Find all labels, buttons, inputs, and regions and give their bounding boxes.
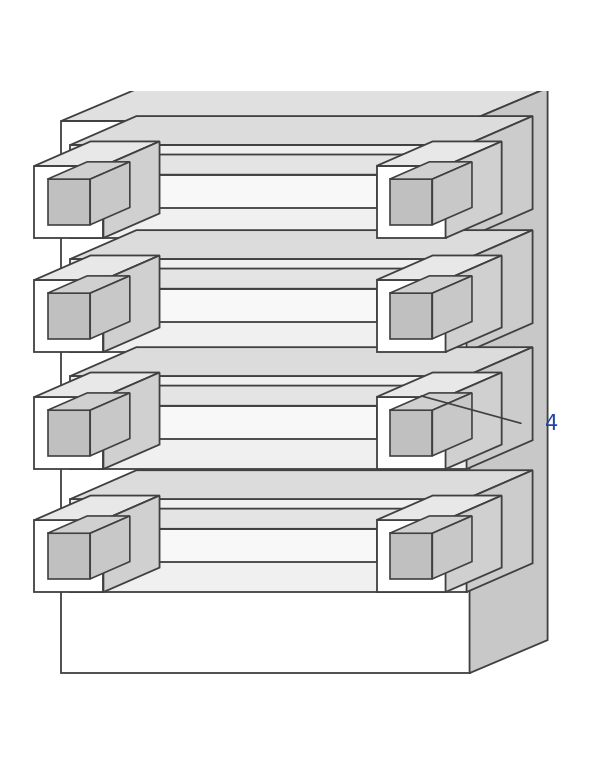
Polygon shape xyxy=(48,516,130,533)
Polygon shape xyxy=(390,533,432,579)
Polygon shape xyxy=(90,162,130,224)
Polygon shape xyxy=(104,155,423,174)
Polygon shape xyxy=(376,496,502,520)
Polygon shape xyxy=(62,121,470,673)
Polygon shape xyxy=(390,411,432,456)
Polygon shape xyxy=(390,293,432,339)
Polygon shape xyxy=(432,516,472,579)
Polygon shape xyxy=(470,88,548,673)
Polygon shape xyxy=(34,520,104,592)
Text: 4: 4 xyxy=(545,414,558,434)
Polygon shape xyxy=(90,393,130,456)
Polygon shape xyxy=(48,162,130,179)
Polygon shape xyxy=(71,347,532,376)
Polygon shape xyxy=(467,347,532,469)
Polygon shape xyxy=(104,268,423,289)
Polygon shape xyxy=(34,166,104,238)
Polygon shape xyxy=(90,516,130,579)
Polygon shape xyxy=(104,529,376,562)
Polygon shape xyxy=(376,142,502,166)
Polygon shape xyxy=(48,411,90,456)
Polygon shape xyxy=(104,496,160,592)
Polygon shape xyxy=(467,470,532,592)
Polygon shape xyxy=(104,174,376,208)
Polygon shape xyxy=(376,520,446,592)
Polygon shape xyxy=(376,372,502,397)
Polygon shape xyxy=(104,406,376,439)
Polygon shape xyxy=(71,116,532,145)
Polygon shape xyxy=(376,256,502,280)
Polygon shape xyxy=(390,516,472,533)
Polygon shape xyxy=(48,293,90,339)
Polygon shape xyxy=(432,276,472,339)
Polygon shape xyxy=(104,256,160,352)
Polygon shape xyxy=(376,397,446,469)
Polygon shape xyxy=(34,496,160,520)
Polygon shape xyxy=(104,289,376,322)
Polygon shape xyxy=(432,162,472,224)
Polygon shape xyxy=(48,533,90,579)
Polygon shape xyxy=(71,259,467,352)
Polygon shape xyxy=(48,276,130,293)
Polygon shape xyxy=(90,276,130,339)
Polygon shape xyxy=(104,386,423,406)
Polygon shape xyxy=(446,372,502,469)
Polygon shape xyxy=(34,142,160,166)
Polygon shape xyxy=(467,230,532,352)
Polygon shape xyxy=(390,179,432,224)
Polygon shape xyxy=(104,142,160,238)
Polygon shape xyxy=(376,280,446,352)
Polygon shape xyxy=(34,280,104,352)
Polygon shape xyxy=(390,162,472,179)
Polygon shape xyxy=(62,88,548,121)
Polygon shape xyxy=(71,376,467,469)
Polygon shape xyxy=(104,508,423,529)
Polygon shape xyxy=(34,256,160,280)
Polygon shape xyxy=(432,393,472,456)
Polygon shape xyxy=(34,372,160,397)
Polygon shape xyxy=(446,256,502,352)
Polygon shape xyxy=(71,230,532,259)
Polygon shape xyxy=(34,397,104,469)
Polygon shape xyxy=(71,470,532,499)
Polygon shape xyxy=(48,393,130,411)
Polygon shape xyxy=(71,145,467,238)
Polygon shape xyxy=(376,166,446,238)
Polygon shape xyxy=(71,499,467,592)
Polygon shape xyxy=(446,142,502,238)
Polygon shape xyxy=(104,372,160,469)
Polygon shape xyxy=(446,496,502,592)
Polygon shape xyxy=(467,116,532,238)
Polygon shape xyxy=(390,393,472,411)
Polygon shape xyxy=(390,276,472,293)
Polygon shape xyxy=(48,179,90,224)
